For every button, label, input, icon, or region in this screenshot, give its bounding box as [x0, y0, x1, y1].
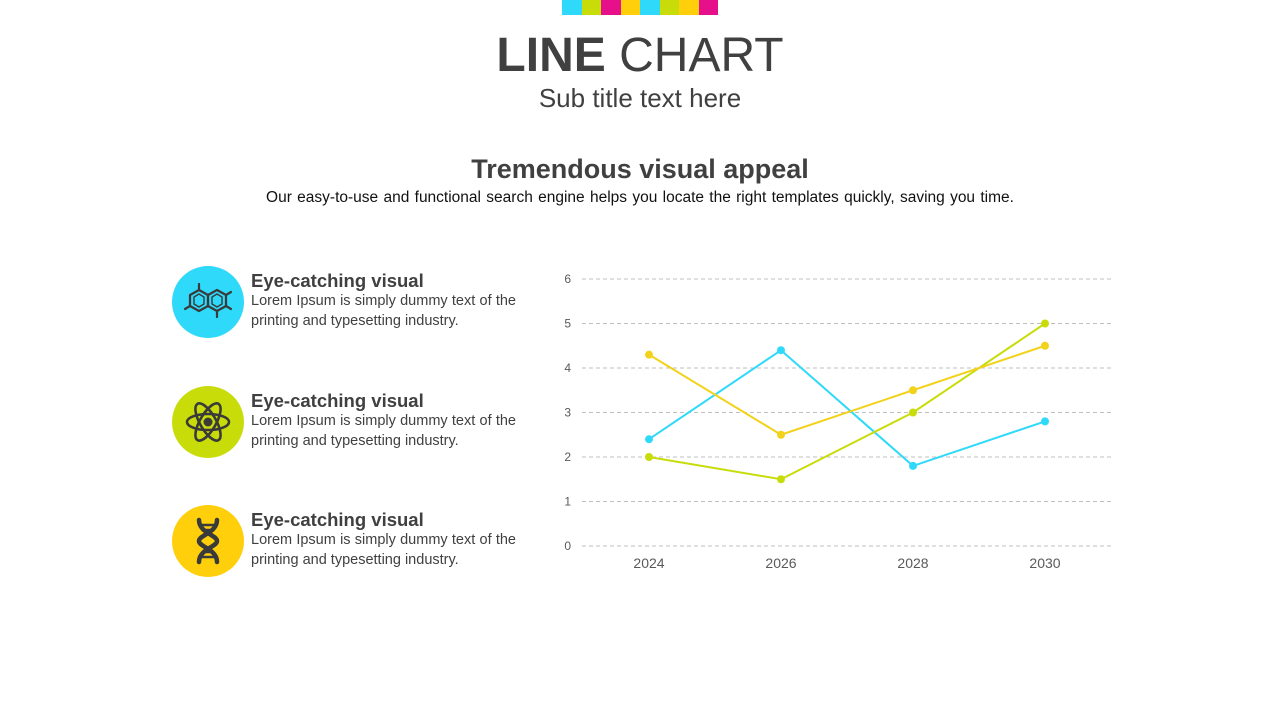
data-point: [645, 435, 653, 444]
y-tick-label: 6: [564, 272, 571, 286]
data-point: [645, 350, 653, 359]
y-tick-label: 5: [564, 317, 571, 331]
color-strip-segment: [640, 0, 660, 15]
color-strip-segment: [581, 0, 601, 15]
color-strip-segment: [659, 0, 679, 15]
series-line: [648, 322, 1046, 481]
feature-text: Lorem Ipsum is simply dummy text of the …: [251, 413, 516, 449]
y-tick-label: 1: [564, 495, 571, 509]
color-strip-decoration: [562, 0, 718, 15]
color-strip-segment: [601, 0, 621, 15]
data-point: [909, 408, 917, 417]
section-heading: Tremendous visual appeal: [471, 154, 809, 184]
data-point: [1041, 319, 1049, 328]
x-tick-label: 2024: [633, 555, 664, 571]
series-line: [648, 344, 1046, 436]
feature-title: Eye-catching visual: [251, 509, 424, 530]
color-strip-segment: [620, 0, 640, 15]
color-strip-segment: [562, 0, 582, 15]
feature-title: Eye-catching visual: [251, 270, 424, 291]
feature-text: Lorem Ipsum is simply dummy text of the …: [251, 293, 516, 329]
x-tick-label: 2028: [897, 555, 928, 571]
page-subtitle: Sub title text here: [538, 83, 742, 113]
color-strip-segment: [679, 0, 699, 15]
feature-text: Lorem Ipsum is simply dummy text of the …: [251, 532, 516, 568]
title-bold: LINE: [496, 29, 606, 82]
page-title: LINE CHART: [0, 28, 1280, 84]
feature-item: Eye-catching visual Lorem Ipsum is simpl…: [172, 505, 522, 577]
data-point: [777, 346, 785, 355]
y-tick-label: 3: [564, 406, 571, 420]
dna-icon: [196, 517, 220, 565]
atom-icon: [185, 402, 231, 442]
feature-icon-circle: [172, 266, 244, 338]
feature-item: Eye-catching visual Lorem Ipsum is simpl…: [172, 266, 522, 338]
data-point: [777, 475, 785, 484]
section-description: Our easy-to-use and functional search en…: [266, 189, 1014, 206]
data-point: [1041, 341, 1049, 350]
title-light: CHART: [619, 29, 784, 82]
molecule-icon: [183, 282, 233, 319]
data-point: [909, 386, 917, 395]
y-tick-label: 4: [564, 361, 571, 375]
data-point: [1041, 417, 1049, 426]
feature-item: Eye-catching visual Lorem Ipsum is simpl…: [172, 386, 522, 458]
x-tick-label: 2030: [1029, 555, 1060, 571]
feature-title: Eye-catching visual: [251, 390, 424, 411]
color-strip-segment: [698, 0, 718, 15]
y-tick-label: 0: [564, 539, 571, 553]
data-point: [645, 453, 653, 461]
feature-icon-circle: [172, 386, 244, 458]
data-point: [777, 430, 785, 439]
x-tick-label: 2026: [765, 555, 796, 571]
feature-icon-circle: [172, 505, 244, 577]
data-point: [909, 461, 917, 470]
y-tick-label: 2: [564, 450, 571, 464]
